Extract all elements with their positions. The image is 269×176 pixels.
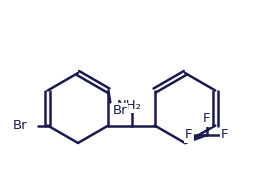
Text: Br: Br bbox=[112, 104, 127, 117]
Text: F: F bbox=[185, 128, 193, 142]
Text: F: F bbox=[203, 112, 211, 125]
Text: Br: Br bbox=[13, 119, 28, 132]
Text: F: F bbox=[221, 128, 229, 142]
Text: NH₂: NH₂ bbox=[117, 99, 142, 112]
